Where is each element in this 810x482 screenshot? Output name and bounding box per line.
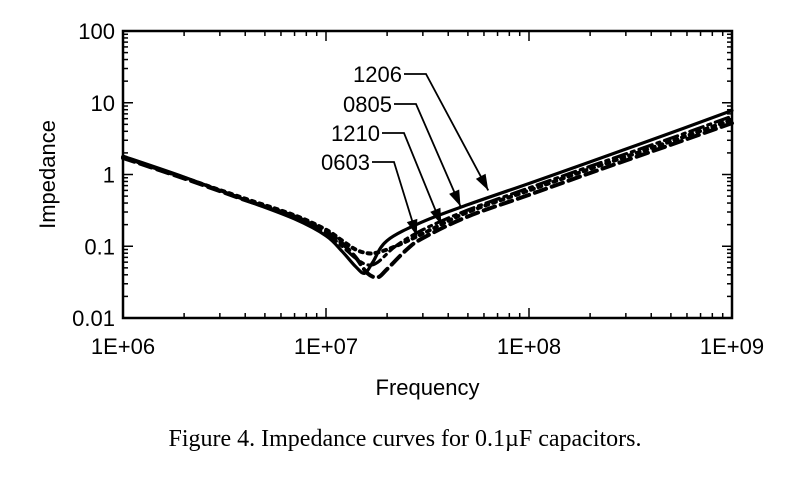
callout-arrow-1210 [430, 207, 442, 225]
series-line-0603 [121, 117, 734, 256]
callout-leader-0603 [372, 161, 418, 237]
y-tick-label: 100 [78, 19, 115, 44]
series-line-0805 [121, 114, 734, 267]
y-tick-label: 1 [103, 163, 115, 188]
series-line-1210 [121, 121, 734, 280]
y-tick-label: 0.1 [84, 234, 115, 259]
callout-arrow-1206 [475, 173, 489, 191]
callouts: 1206 0805 1210 0603 [321, 62, 490, 237]
tick-labels: 0.01 0.1 1 10 100 1E+06 1E+07 1E+08 1E+09 [72, 19, 764, 359]
callout-leader-1210 [382, 132, 443, 225]
callout-label-1206: 1206 [353, 62, 402, 87]
figure-caption: Figure 4. Impedance curves for 0.1µF cap… [168, 426, 642, 452]
x-axis-title: Frequency [376, 375, 480, 400]
callout-leader-0805 [394, 103, 462, 207]
series-lines [121, 108, 734, 280]
callout-label-0603: 0603 [321, 150, 370, 175]
x-tick-label: 1E+07 [294, 334, 358, 359]
callout-arrow-0603 [406, 218, 418, 236]
callout-leader-1206 [404, 73, 490, 191]
y-tick-label: 10 [91, 91, 115, 116]
x-tick-label: 1E+09 [700, 334, 764, 359]
callout-arrow-0805 [449, 189, 461, 207]
x-tick-label: 1E+06 [91, 334, 155, 359]
axis-ticks [122, 30, 733, 319]
y-tick-label: 0.01 [72, 306, 115, 331]
x-tick-label: 1E+08 [497, 334, 561, 359]
y-axis-title: Impedance [35, 120, 60, 229]
callout-label-1210: 1210 [331, 121, 380, 146]
plot-frame [121, 29, 734, 320]
callout-label-0805: 0805 [343, 92, 392, 117]
